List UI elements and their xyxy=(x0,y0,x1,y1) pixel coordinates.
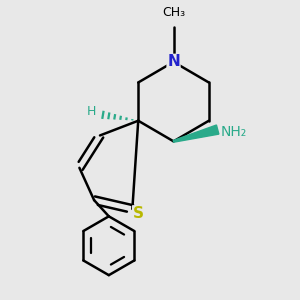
Polygon shape xyxy=(173,125,219,142)
Text: S: S xyxy=(133,206,144,221)
Text: H: H xyxy=(86,105,96,119)
Text: N: N xyxy=(167,54,180,69)
Text: NH₂: NH₂ xyxy=(221,125,247,140)
Text: CH₃: CH₃ xyxy=(162,6,185,19)
